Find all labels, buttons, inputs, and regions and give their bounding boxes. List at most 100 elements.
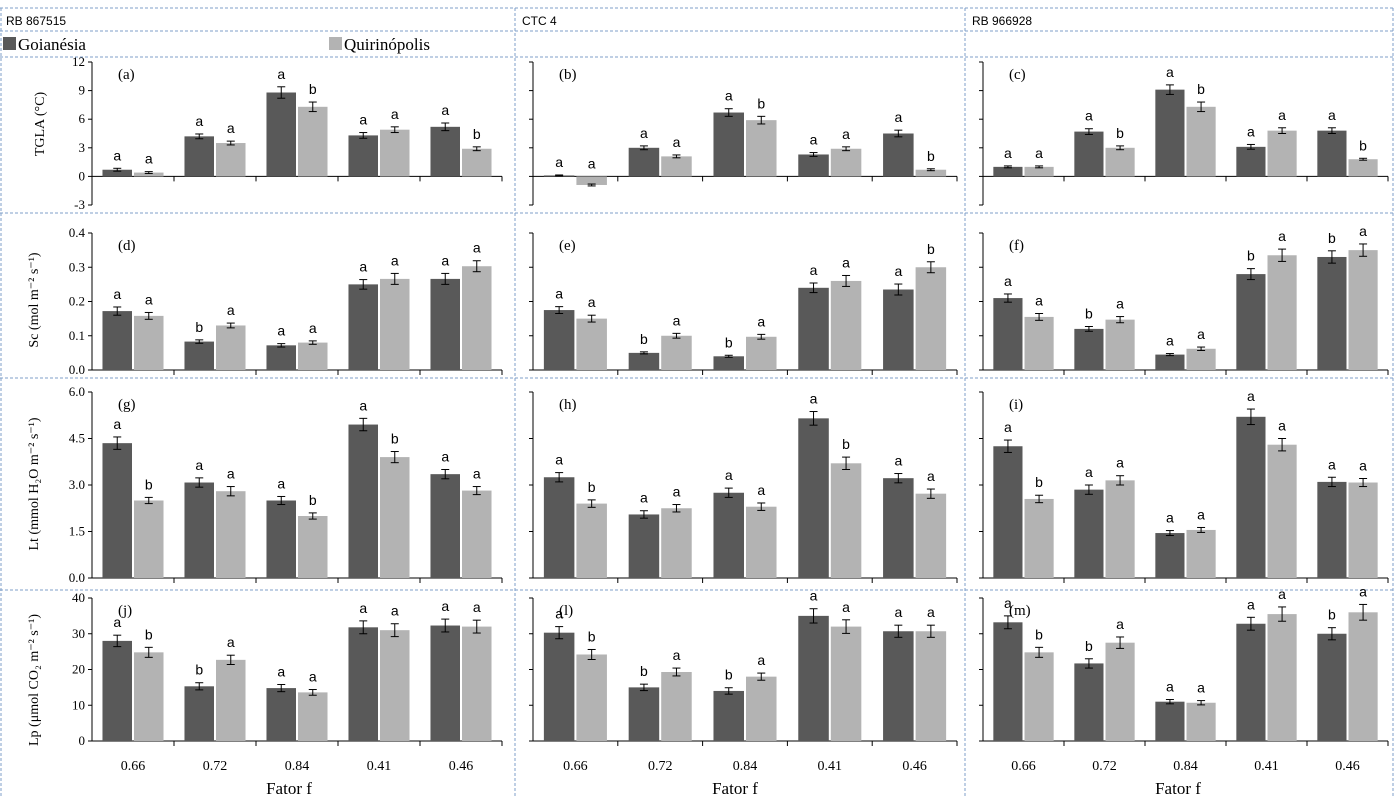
bar-goianesia bbox=[713, 112, 744, 177]
bar-goianesia bbox=[1236, 146, 1266, 177]
significance-letter: a bbox=[757, 313, 765, 329]
significance-letter: a bbox=[113, 147, 121, 163]
significance-letter: a bbox=[810, 588, 818, 604]
bar-goianesia bbox=[1236, 623, 1266, 741]
significance-letter: a bbox=[1278, 586, 1286, 602]
significance-letter: a bbox=[810, 391, 818, 407]
legend-label-goianesia: Goianésia bbox=[18, 35, 86, 54]
panel-label: (b) bbox=[559, 67, 577, 83]
significance-letter: a bbox=[473, 599, 481, 615]
bar-goianesia bbox=[543, 310, 575, 370]
significance-letter: b bbox=[391, 431, 399, 447]
significance-letter: a bbox=[277, 475, 285, 491]
panel-label: (l) bbox=[559, 603, 573, 619]
significance-letter: a bbox=[359, 397, 367, 413]
significance-letter: a bbox=[1197, 326, 1205, 342]
bar-goianesia bbox=[1155, 354, 1185, 370]
significance-letter: a bbox=[1359, 223, 1367, 239]
y-tick-label: 0.2 bbox=[69, 294, 85, 309]
significance-letter: a bbox=[227, 634, 235, 650]
bar-goianesia bbox=[628, 147, 660, 177]
bar-quirinopolis bbox=[661, 156, 692, 177]
significance-letter: a bbox=[277, 66, 285, 82]
bar-goianesia bbox=[1236, 416, 1266, 578]
y-tick-label: 9 bbox=[79, 83, 86, 98]
bar-goianesia bbox=[430, 474, 460, 578]
bar-goianesia bbox=[1074, 663, 1104, 741]
significance-letter: b bbox=[1328, 607, 1336, 623]
bar-quirinopolis bbox=[830, 463, 862, 578]
bar-goianesia bbox=[883, 478, 914, 578]
bar-goianesia bbox=[102, 443, 132, 578]
significance-letter: a bbox=[1085, 108, 1093, 124]
panel-j: 40 30 20 10 0 (j) 0.66 a b 0.72 b a 0.84 a a 0.41 a a 0.46… bbox=[72, 590, 503, 774]
bar-quirinopolis bbox=[298, 106, 328, 177]
bar-quirinopolis bbox=[134, 500, 164, 578]
bar-quirinopolis bbox=[576, 654, 607, 741]
bar-goianesia bbox=[713, 690, 744, 741]
significance-letter: a bbox=[391, 603, 399, 619]
panel-b: (b) a a a a a b a a a b bbox=[529, 61, 958, 206]
significance-letter: a bbox=[359, 259, 367, 275]
bar-quirinopolis bbox=[576, 318, 607, 370]
bar-goianesia bbox=[798, 154, 829, 177]
x-tick-label: 0.46 bbox=[902, 759, 927, 774]
x-tick-label: 0.84 bbox=[1173, 759, 1198, 774]
bar-goianesia bbox=[883, 133, 914, 177]
bar-goianesia bbox=[430, 126, 460, 177]
significance-letter: a bbox=[113, 286, 121, 302]
bar-goianesia bbox=[266, 92, 296, 177]
panel-m: (m) 0.66 a b 0.72 b a 0.84 a a 0.41 a a 0.46 b a bbox=[979, 583, 1389, 774]
y-tick-label: 30 bbox=[72, 626, 85, 641]
y-tick-label: 40 bbox=[72, 590, 85, 605]
significance-letter: a bbox=[757, 482, 765, 498]
ylabel-tgla: TGLA (°C) bbox=[33, 92, 48, 157]
significance-letter: a bbox=[359, 112, 367, 128]
panel-label: (i) bbox=[1009, 397, 1023, 413]
bar-goianesia bbox=[1155, 89, 1185, 177]
bar-goianesia bbox=[993, 298, 1023, 370]
panel-label: (a) bbox=[118, 67, 135, 83]
bar-quirinopolis bbox=[380, 457, 410, 578]
significance-letter: a bbox=[309, 669, 317, 685]
bar-quirinopolis bbox=[380, 630, 410, 741]
bar-quirinopolis bbox=[915, 631, 947, 741]
significance-letter: b bbox=[588, 628, 596, 644]
bar-quirinopolis bbox=[462, 266, 492, 370]
bar-goianesia bbox=[798, 615, 829, 741]
significance-letter: a bbox=[195, 113, 203, 129]
y-tick-label: 4.5 bbox=[69, 431, 85, 446]
panel-a: 12 9 6 3 0 -3 (a) a a a a a b a a a b bbox=[72, 54, 503, 212]
significance-letter: a bbox=[145, 291, 153, 307]
bar-quirinopolis bbox=[1105, 319, 1135, 370]
bar-goianesia bbox=[1317, 481, 1347, 578]
significance-letter: a bbox=[1247, 596, 1255, 612]
x-tick-label: 0.46 bbox=[1335, 759, 1360, 774]
significance-letter: a bbox=[555, 286, 563, 302]
ylabel-lt: Lt (mmol H₂O m⁻² s⁻¹) bbox=[27, 417, 42, 550]
bar-goianesia bbox=[1074, 328, 1104, 370]
significance-letter: a bbox=[1035, 145, 1043, 161]
significance-letter: a bbox=[842, 599, 850, 615]
bar-quirinopolis bbox=[216, 491, 246, 578]
significance-letter: a bbox=[1247, 123, 1255, 139]
significance-letter: a bbox=[359, 600, 367, 616]
significance-letter: b bbox=[842, 436, 850, 452]
significance-letter: b bbox=[1328, 230, 1336, 246]
y-tick-label: 12 bbox=[72, 54, 85, 69]
significance-letter: b bbox=[725, 667, 733, 683]
significance-letter: a bbox=[1278, 418, 1286, 434]
bar-quirinopolis bbox=[576, 503, 607, 578]
bar-quirinopolis bbox=[915, 493, 947, 578]
ylabel-sc: Sc (mol m⁻² s⁻¹) bbox=[27, 252, 42, 347]
x-tick-label: 0.84 bbox=[733, 759, 758, 774]
x-tick-label: 0.41 bbox=[367, 759, 392, 774]
grid-frame bbox=[0, 7, 1395, 798]
significance-letter: a bbox=[1197, 506, 1205, 522]
bar-goianesia bbox=[628, 514, 660, 578]
significance-letter: a bbox=[309, 320, 317, 336]
y-tick-label: 0 bbox=[79, 733, 86, 748]
bar-quirinopolis bbox=[915, 169, 947, 177]
